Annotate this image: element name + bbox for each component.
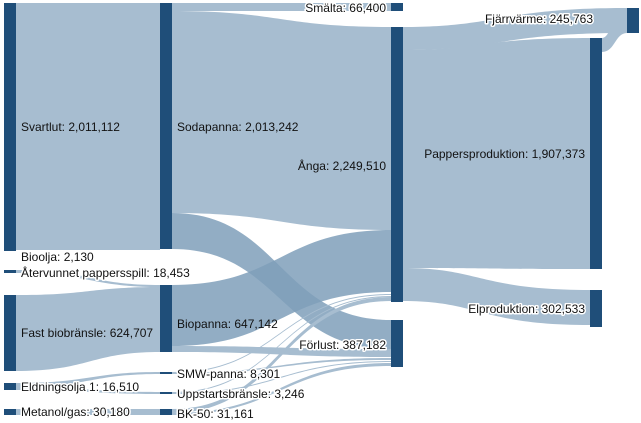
node-eldningsolja <box>4 383 16 390</box>
link-anga-pappersprod <box>403 38 590 269</box>
link-fastbio-biopanna <box>16 287 160 371</box>
link-metanol-bk50 <box>16 409 160 415</box>
node-svartlut <box>4 3 16 249</box>
node-anga <box>391 27 403 302</box>
node-fjarrvarme <box>627 8 639 33</box>
link-uppstart-forlust <box>172 361 391 394</box>
label-elprod: Elproduktion: 302,533 <box>468 302 585 316</box>
node-uppstart <box>160 392 172 394</box>
link-bk50-forlust <box>172 363 391 415</box>
label-fjarrvarme: Fjärrvärme: 245,763 <box>485 12 593 26</box>
label-smalta: Smälta: 66,400 <box>305 1 386 15</box>
link-anga-elprod <box>403 268 590 325</box>
link-bk50-anga <box>172 297 391 413</box>
node-bk50 <box>160 409 172 415</box>
label-uppstart: Uppstartsbränsle: 3,246 <box>177 387 305 401</box>
link-sodapanna-anga <box>172 11 391 230</box>
label-fastbio: Fast biobränsle: 624,707 <box>21 326 153 340</box>
node-forlust <box>391 320 403 367</box>
label-biopanna: Biopanna: 647,142 <box>177 317 278 331</box>
node-smalta <box>391 3 403 11</box>
link-bioolja-sodapanna <box>16 249 160 250</box>
node-bioolja <box>4 249 16 251</box>
link-eldningsolja-uppstart <box>16 387 160 394</box>
labels: Svartlut: 2,011,112 Bioolja: 2,130 Återv… <box>20 0 595 423</box>
node-fastbio <box>4 295 16 371</box>
node-sodapanna <box>160 3 172 249</box>
link-biopanna-forlust <box>172 346 391 357</box>
label-metanol: Metanol/gas: 30,180 <box>21 405 130 419</box>
nodes <box>4 3 639 415</box>
node-smw <box>160 372 172 374</box>
links <box>16 3 627 415</box>
node-elprod <box>590 290 602 327</box>
label-svartlut: Svartlut: 2,011,112 <box>21 120 120 134</box>
label-anga: Ånga: 2,249,510 <box>298 158 386 173</box>
node-atervunnet <box>4 270 16 273</box>
label-forlust: Förlust: 387,182 <box>299 338 386 352</box>
label-bioolja: Bioolja: 2,130 <box>21 250 94 264</box>
label-pappersprod: Pappersproduktion: 1,907,373 <box>424 147 585 161</box>
link-atervunnet-biopanna <box>16 270 160 287</box>
node-biopanna <box>160 285 172 352</box>
label-eldningsolja: Eldningsolja 1: 16,510 <box>21 380 139 394</box>
link-biopanna-anga <box>172 230 391 346</box>
node-metanol <box>4 409 16 415</box>
label-smw: SMW-panna: 8,301 <box>177 367 280 381</box>
label-sodapanna: Sodapanna: 2,013,242 <box>177 120 299 134</box>
label-bk50: BK-50: 31,161 <box>177 407 254 421</box>
link-anga-fjarrvarme <box>403 8 627 50</box>
label-atervunnet: Återvunnet pappersspill: 18,453 <box>21 265 190 280</box>
link-svartlut-sodapanna <box>16 3 160 249</box>
node-pappersprod <box>590 38 602 269</box>
link-pappersprod-fjarrvarme <box>602 8 627 52</box>
link-eldningsolja-smw <box>16 372 160 387</box>
link-sodapanna-smalta <box>172 3 391 11</box>
link-smw-forlust <box>172 358 391 374</box>
